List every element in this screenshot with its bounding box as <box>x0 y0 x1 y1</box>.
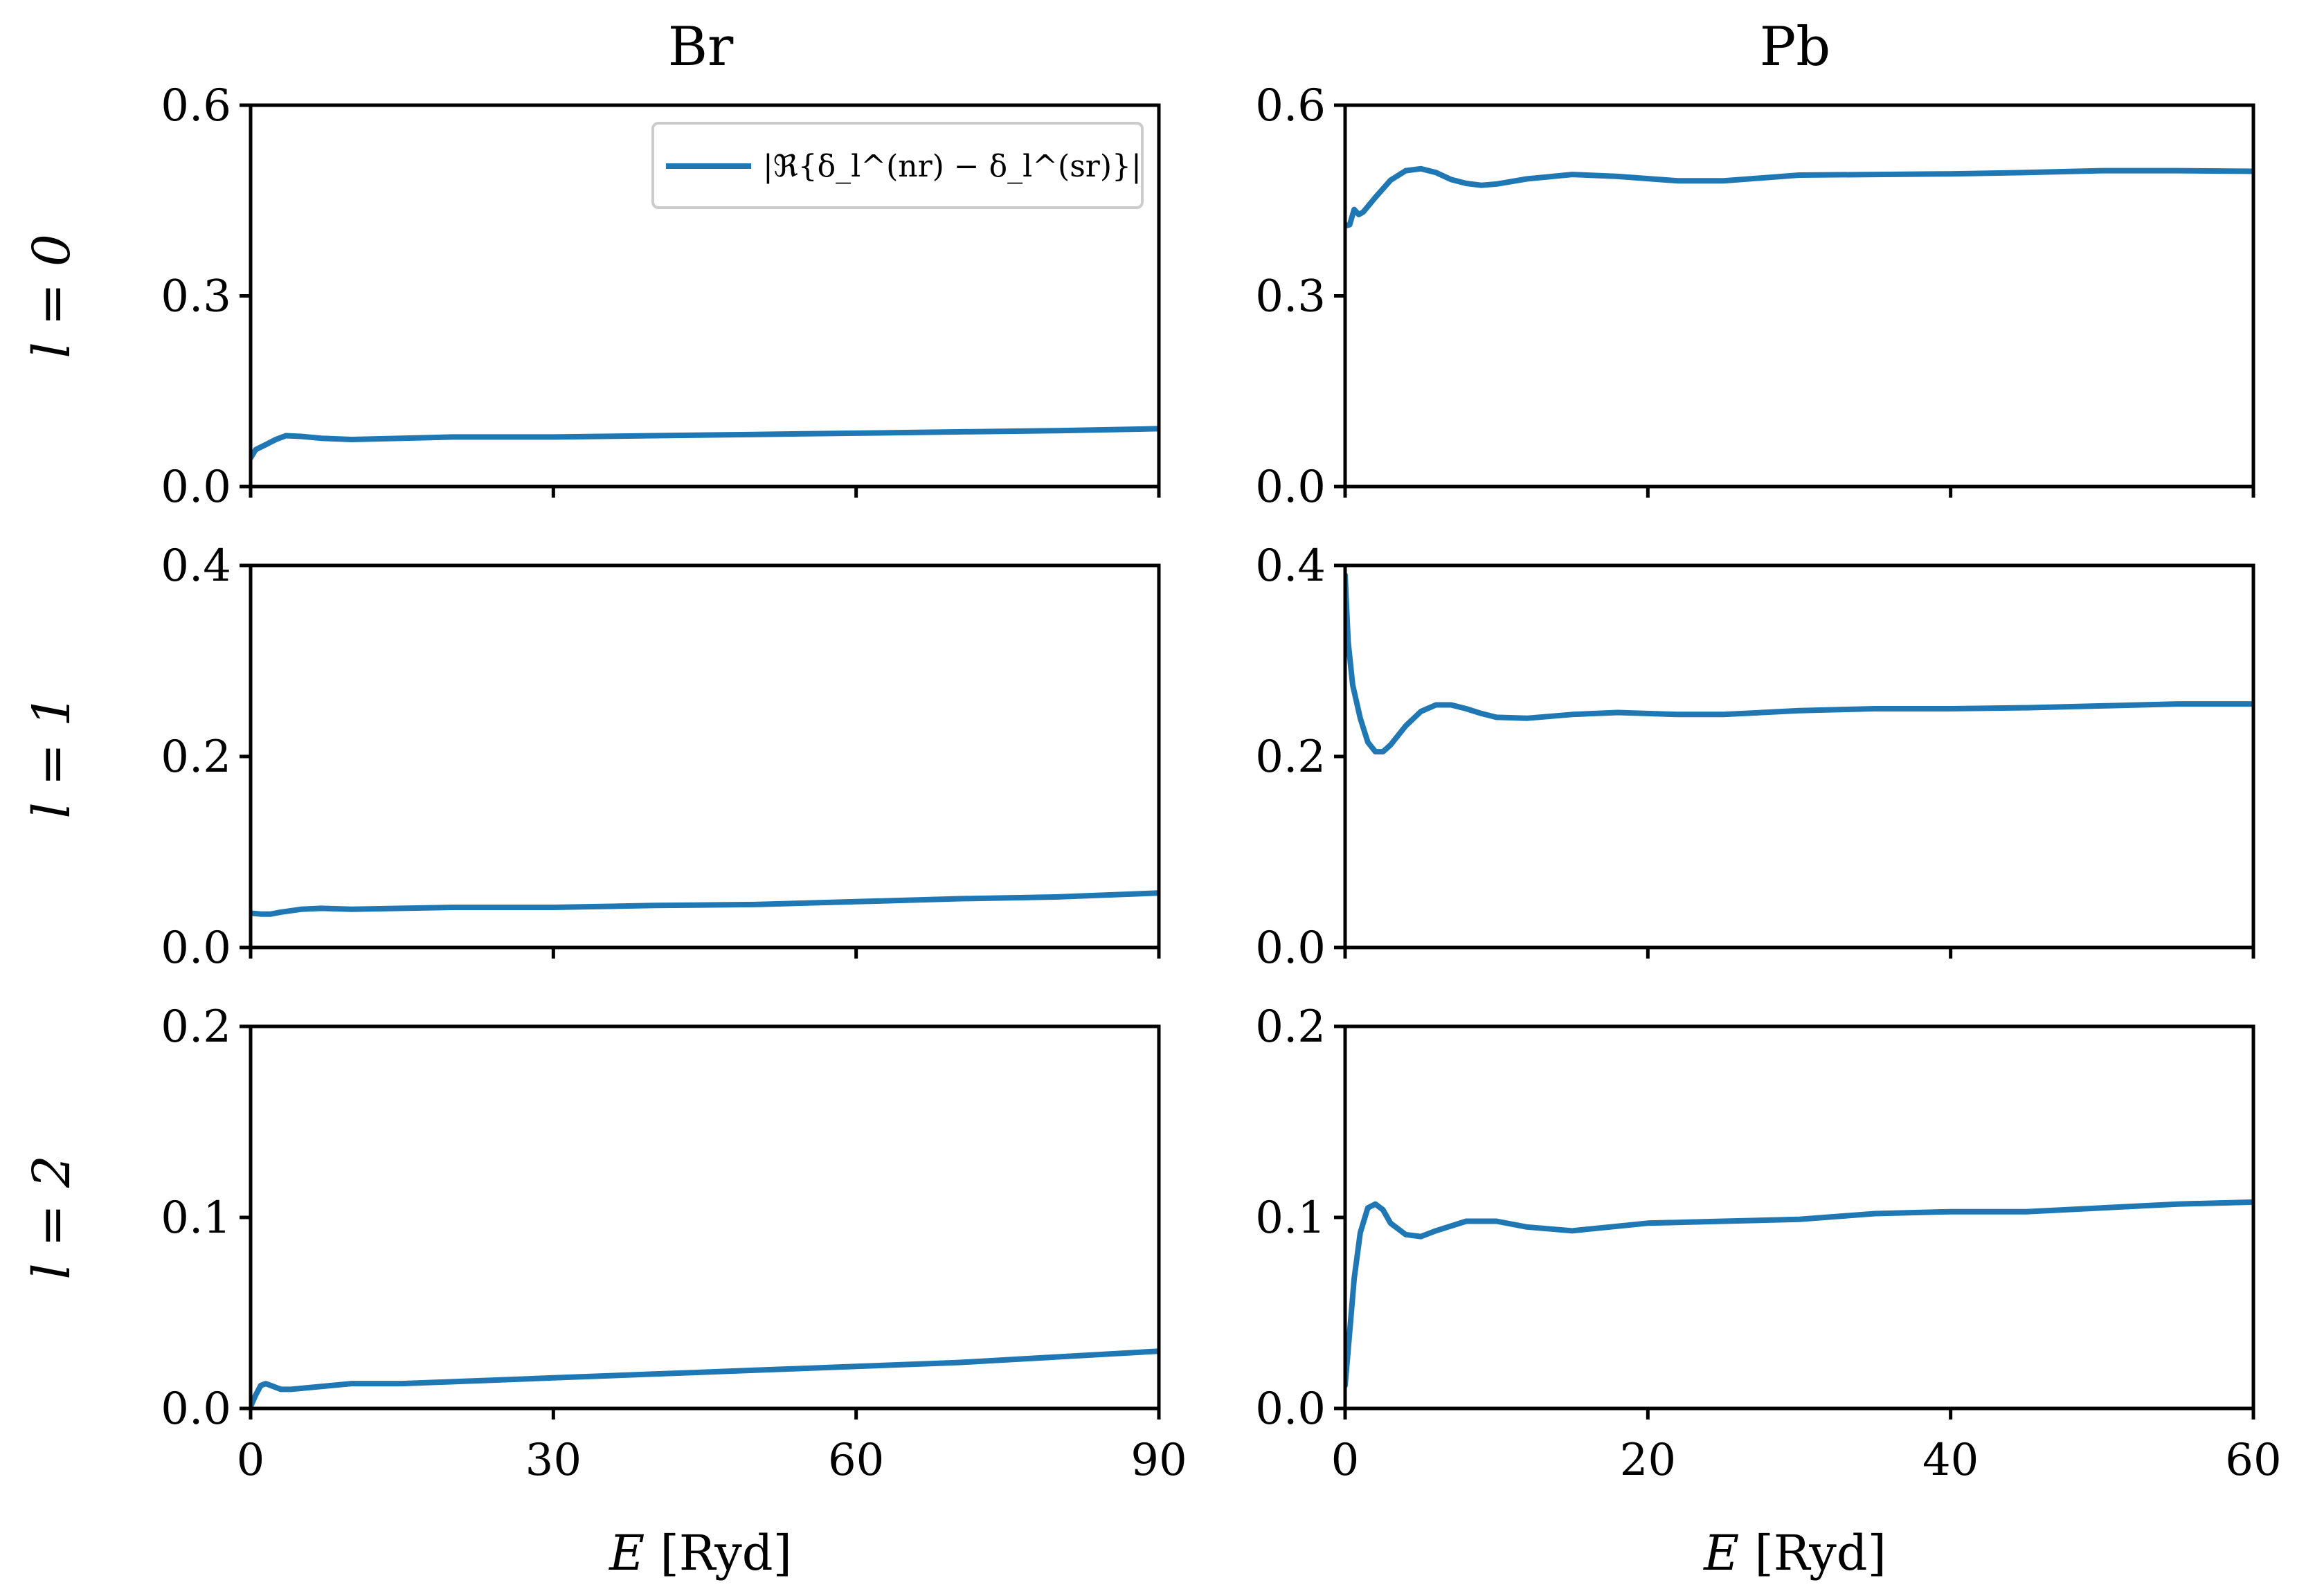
ytick-label-pb-l0-1: 0.3 <box>1255 271 1326 323</box>
xlabel-br-unit: [Ryd] <box>660 1525 791 1581</box>
ytick-label-br-l1-0: 0.0 <box>161 923 231 974</box>
ytick-label-pb-l1-1: 0.2 <box>1255 732 1326 783</box>
ytick-label-br-l1-2: 0.4 <box>161 541 231 592</box>
series-line-pb-l1-0 <box>1345 572 2253 755</box>
series-line-br-l2-0 <box>251 1348 1159 1408</box>
ytick-label-pb-l0-2: 0.6 <box>1255 80 1326 132</box>
xtick-label-pb-l2-0: 0 <box>1331 1435 1360 1486</box>
panel-br-l0: 0.0 0.3 0.6 <box>161 80 1161 513</box>
xlabel-br: E [Ryd] <box>608 1525 792 1581</box>
xtick-label-br-l2-1: 30 <box>525 1435 582 1486</box>
series-line-br-l0-0 <box>251 426 1159 461</box>
row-label-l0: l = 0 <box>22 234 82 359</box>
ytick-label-br-l0-0: 0.0 <box>161 462 231 513</box>
ytick-label-br-l2-0: 0.0 <box>161 1384 231 1435</box>
panel-pb-l0: 0.0 0.3 0.6 <box>1255 80 2255 513</box>
series-line-br-l1-0 <box>251 890 1159 917</box>
xtick-label-pb-l2-2: 40 <box>1922 1435 1979 1486</box>
panel-pb-l1: 0.0 0.2 0.4 <box>1255 541 2255 974</box>
xtick-label-br-l2-0: 0 <box>237 1435 265 1486</box>
ytick-label-pb-l0-0: 0.0 <box>1255 462 1326 513</box>
xtick-label-pb-l2-1: 20 <box>1620 1435 1676 1486</box>
legend: |ℜ{δ_l^(nr) − δ_l^(sr)}| <box>651 122 1144 209</box>
xlabel-br-symbol: E <box>608 1525 645 1581</box>
axes-frame-br-l2 <box>249 1024 1161 1411</box>
xlabel-pb-symbol: E <box>1702 1525 1739 1581</box>
column-title-br: Br <box>668 16 734 78</box>
ytick-label-pb-l2-0: 0.0 <box>1255 1384 1326 1435</box>
axes-frame-br-l1 <box>249 563 1161 950</box>
panel-br-l2: 0.0 0.1 0.2 0 30 60 90 <box>161 1001 1187 1486</box>
axes-frame-pb-l1 <box>1343 563 2255 950</box>
row-label-l1: l = 1 <box>22 694 82 819</box>
column-title-pb: Pb <box>1760 16 1830 78</box>
xtick-label-br-l2-3: 90 <box>1131 1435 1187 1486</box>
panel-br-l1: 0.0 0.2 0.4 <box>161 541 1161 974</box>
series-line-pb-l0-0 <box>1345 165 2253 229</box>
ytick-label-pb-l1-2: 0.4 <box>1255 541 1326 592</box>
legend-box <box>651 122 1144 209</box>
ytick-label-br-l2-2: 0.2 <box>161 1001 231 1053</box>
xlabel-pb-space <box>1739 1525 1754 1581</box>
series-line-pb-l2-0 <box>1345 1199 2253 1388</box>
ytick-label-pb-l1-0: 0.0 <box>1255 923 1326 974</box>
panels: 0.0 0.3 0.6 0.0 0.2 0.4 0.0 0.1 0.2 0 30 60 90 0.0 0.3… <box>161 80 2282 1486</box>
xlabel-pb-unit: [Ryd] <box>1754 1525 1886 1581</box>
xlabel-br-space <box>645 1525 660 1581</box>
row-label-l2: l = 2 <box>22 1155 82 1280</box>
axes-frame-pb-l0 <box>1343 103 2255 489</box>
ytick-label-pb-l2-1: 0.1 <box>1255 1193 1326 1244</box>
ytick-label-br-l2-1: 0.1 <box>161 1193 231 1244</box>
ytick-label-br-l0-1: 0.3 <box>161 271 231 323</box>
xlabel-pb: E [Ryd] <box>1702 1525 1886 1581</box>
panel-pb-l2: 0.0 0.1 0.2 0 20 40 60 <box>1255 1001 2282 1486</box>
ytick-label-br-l0-2: 0.6 <box>161 80 231 132</box>
ytick-label-br-l1-1: 0.2 <box>161 732 231 783</box>
ytick-label-pb-l2-2: 0.2 <box>1255 1001 1326 1053</box>
legend-label: |ℜ{δ_l^(nr) − δ_l^(sr)}| <box>763 149 1142 184</box>
xtick-label-br-l2-2: 60 <box>828 1435 884 1486</box>
xtick-label-pb-l2-3: 60 <box>2225 1435 2281 1486</box>
